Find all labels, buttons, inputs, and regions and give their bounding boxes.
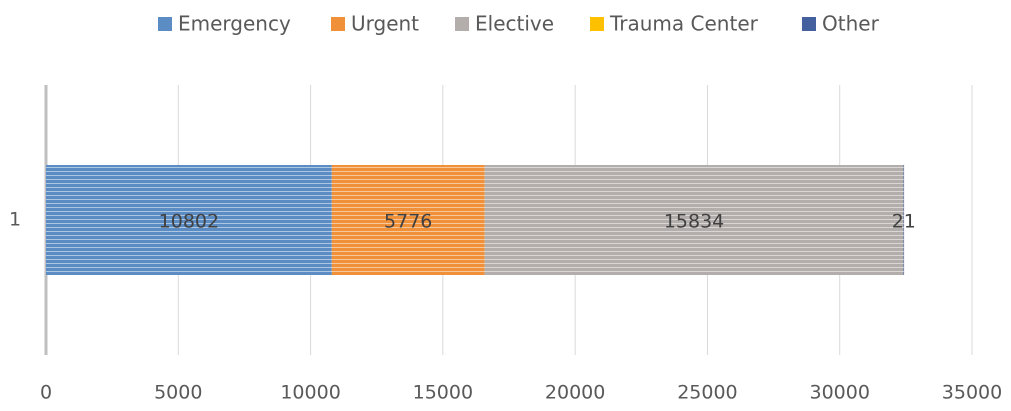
- legend-swatch: [158, 17, 172, 31]
- legend-label: Emergency: [178, 12, 291, 36]
- x-tick-label: 15000: [413, 382, 473, 404]
- legend-label: Elective: [475, 12, 554, 36]
- data-label: 21: [892, 211, 916, 233]
- legend-item: Other: [802, 12, 880, 36]
- legend-item: Urgent: [331, 12, 419, 36]
- legend-label: Urgent: [351, 12, 419, 36]
- legend-swatch: [590, 17, 604, 31]
- bar-segment: [46, 165, 332, 275]
- x-tick-label: 30000: [809, 382, 869, 404]
- y-tick-label: 1: [9, 209, 21, 231]
- legend-label: Trauma Center: [609, 12, 759, 36]
- data-label: 15834: [664, 211, 724, 233]
- x-tick-label: 5000: [154, 382, 202, 404]
- legend-swatch: [802, 17, 816, 31]
- data-label: 5776: [384, 211, 432, 233]
- x-tick-label: 0: [40, 382, 52, 404]
- x-tick-label: 35000: [942, 382, 1002, 404]
- legend-label: Other: [822, 12, 880, 36]
- x-tick-label: 10000: [280, 382, 340, 404]
- legend-item: Elective: [455, 12, 554, 36]
- legend-swatch: [331, 17, 345, 31]
- legend-item: Trauma Center: [590, 12, 759, 36]
- bar-segment: [484, 165, 904, 275]
- bar-segment: [903, 165, 905, 275]
- x-tick-label: 25000: [677, 382, 737, 404]
- bar-segment: [331, 165, 485, 275]
- legend-item: Emergency: [158, 12, 291, 36]
- x-tick-label: 20000: [545, 382, 605, 404]
- data-label: 10802: [159, 211, 219, 233]
- legend-swatch: [455, 17, 469, 31]
